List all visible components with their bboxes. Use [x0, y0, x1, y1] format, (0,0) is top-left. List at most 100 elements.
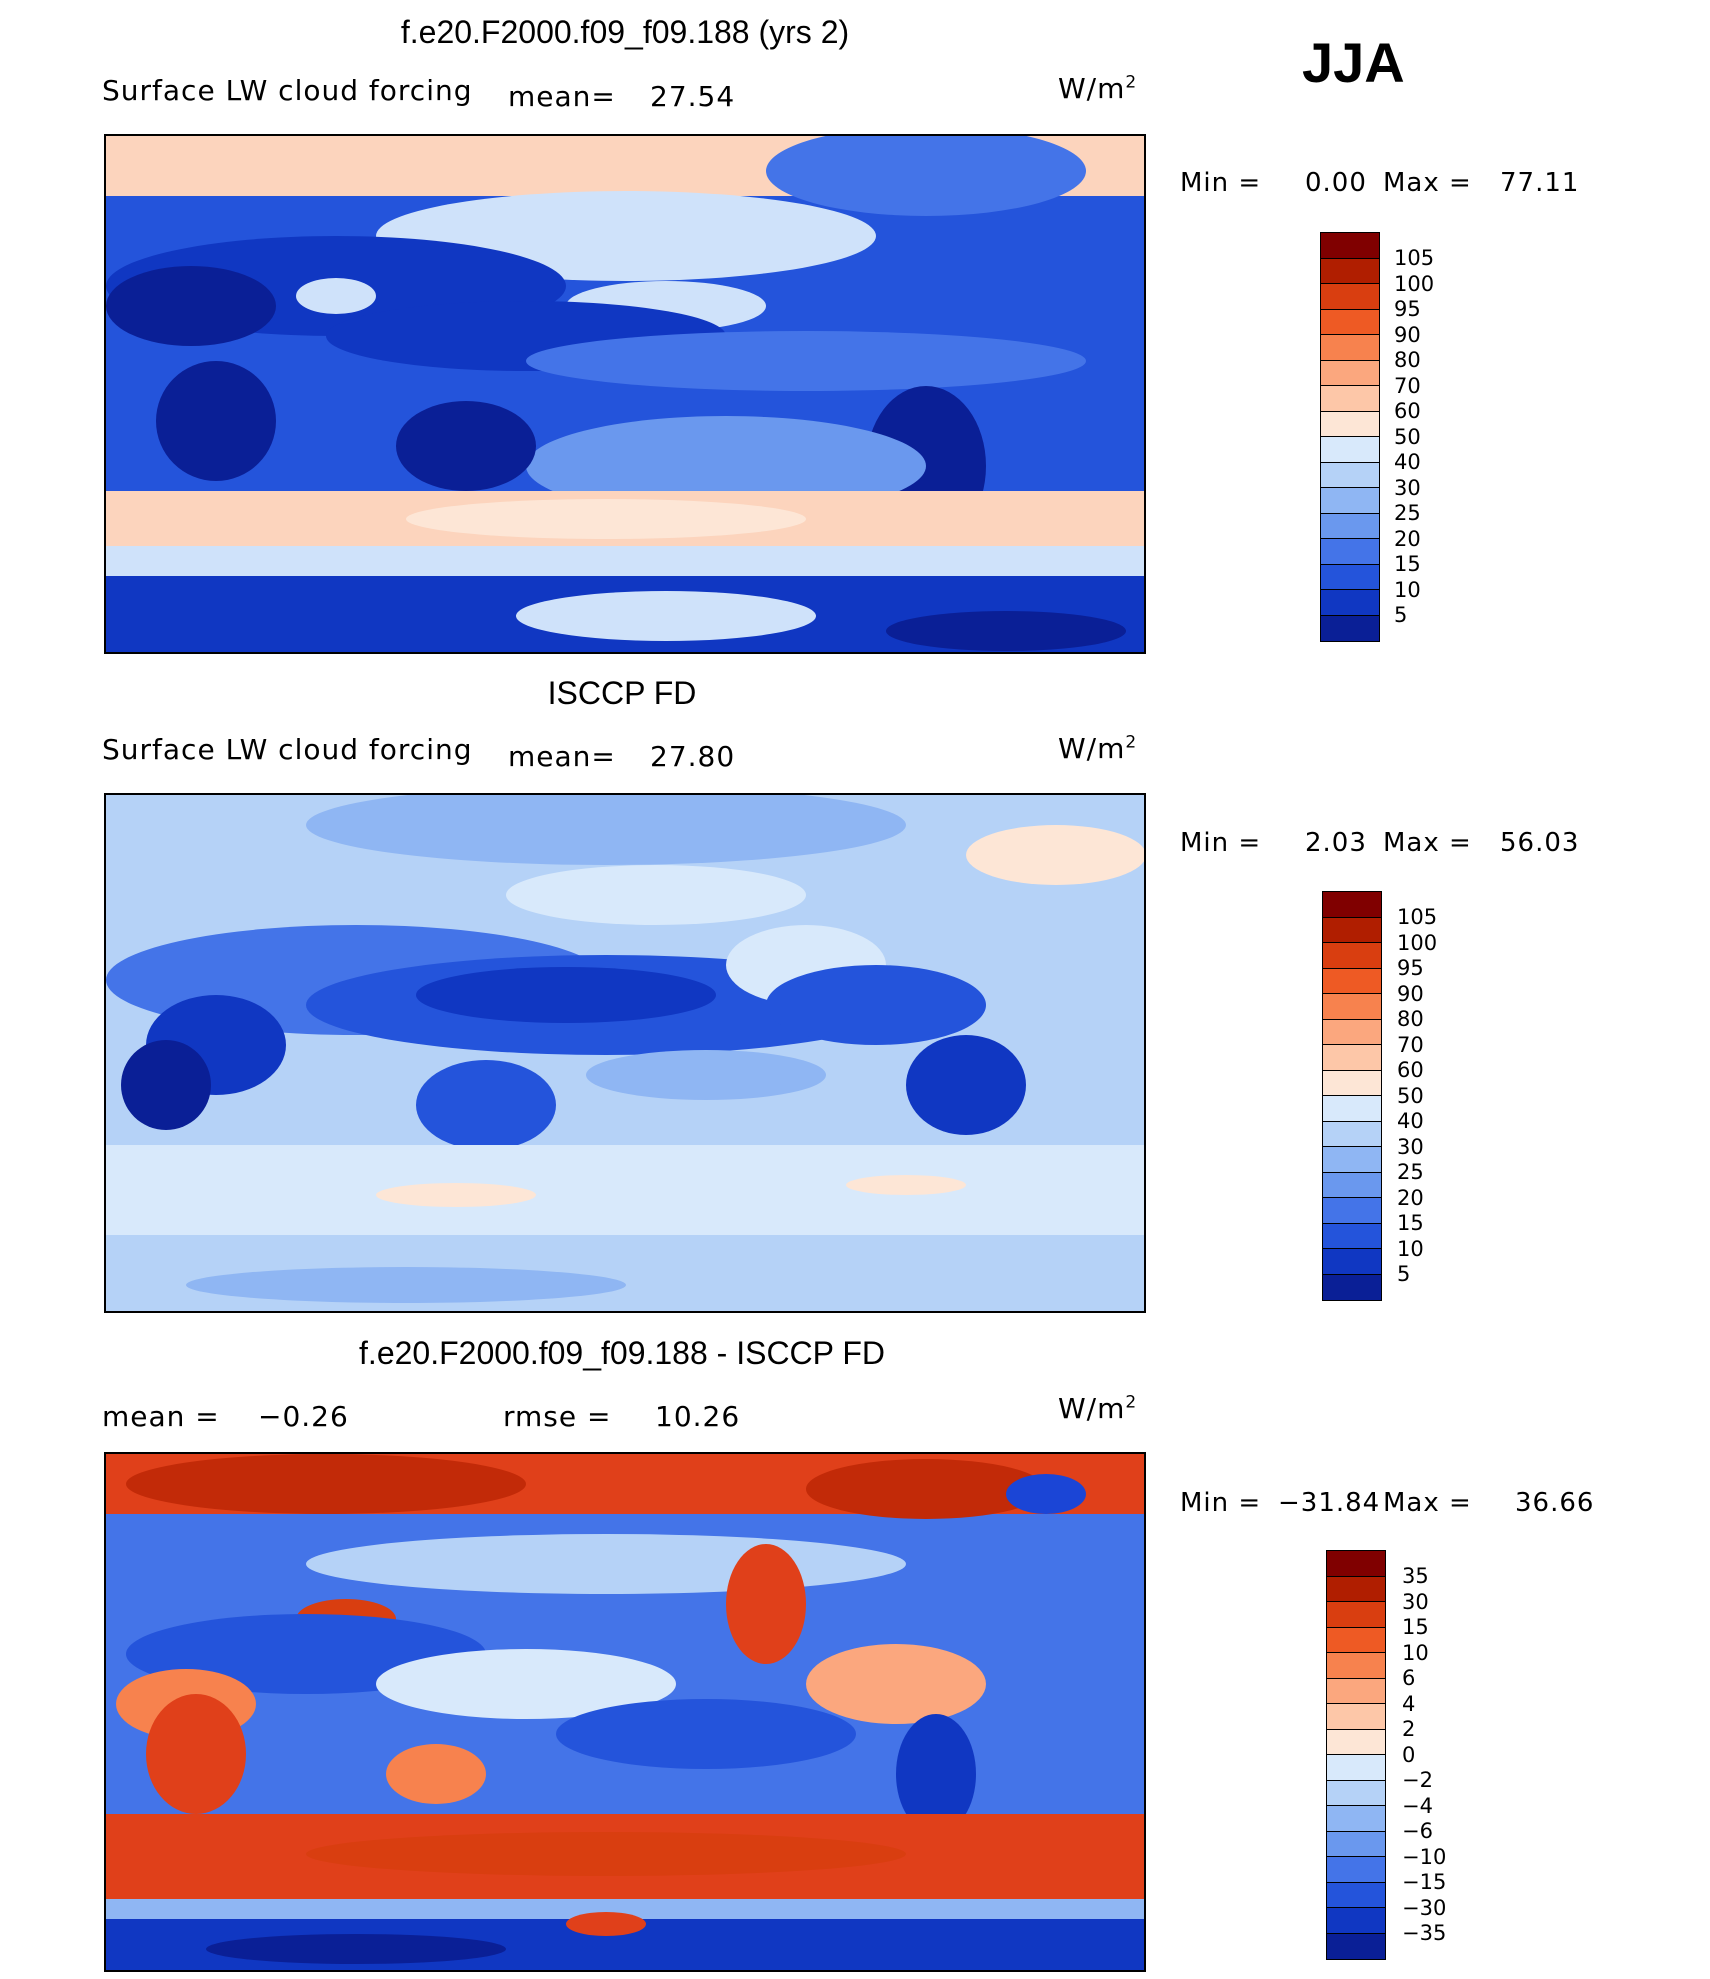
panel1-map-field: [106, 136, 1144, 652]
colorbar-swatch: [1323, 1172, 1381, 1198]
panel2-map-field: [106, 795, 1144, 1311]
panel3-colorbar-labels: 35 30 15 10 6 4 2 0 −2 −4 −6 −10 −15 −30 −35: [1402, 1564, 1446, 1947]
panel2-map: [104, 793, 1146, 1313]
panel1-map: [104, 134, 1146, 654]
panel1-max-value: 77.11: [1500, 168, 1580, 198]
panel3-title: f.e20.F2000.f09_f09.188 - ISCCP FD: [359, 1335, 885, 1371]
colorbar-swatch: [1321, 284, 1379, 310]
panel3-map-field: [106, 1454, 1144, 1970]
colorbar-swatch: [1321, 309, 1379, 335]
panel3-rmse-label: rmse =: [503, 1400, 612, 1433]
colorbar-swatch: [1323, 968, 1381, 994]
colorbar-swatch: [1321, 590, 1379, 616]
colorbar-tick-label: 80: [1397, 1007, 1424, 1031]
colorbar-tick-label: 95: [1397, 956, 1424, 980]
panel2-mean-label: mean=: [508, 740, 616, 773]
panel2-max-label: Max =: [1383, 828, 1472, 858]
colorbar-swatch: [1323, 1198, 1381, 1224]
panel2-unit: W/m2: [1058, 732, 1138, 765]
panel2-colorbar: [1322, 891, 1382, 1301]
colorbar-tick-label: 100: [1397, 930, 1438, 955]
colorbar-tick-label: 70: [1394, 373, 1421, 398]
colorbar-tick-label: 90: [1397, 981, 1424, 1006]
colorbar-swatch: [1323, 1121, 1381, 1147]
panel3-max-label: Max =: [1383, 1488, 1472, 1518]
panel2-max-value: 56.03: [1500, 828, 1580, 858]
colorbar-swatch: [1323, 1249, 1381, 1275]
colorbar-swatch: [1327, 1602, 1385, 1628]
panel1-min-label: Min =: [1180, 168, 1262, 198]
colorbar-tick-label: 0: [1402, 1742, 1416, 1767]
colorbar-tick-label: 50: [1397, 1083, 1424, 1108]
colorbar-swatch: [1321, 233, 1379, 259]
colorbar-tick-label: 80: [1394, 348, 1421, 372]
panel3-max-value: 36.66: [1515, 1488, 1595, 1518]
panel1-min-value: 0.00: [1305, 168, 1367, 198]
colorbar-tick-label: 105: [1397, 905, 1438, 929]
colorbar-swatch: [1323, 1045, 1381, 1071]
panel2-title: ISCCP FD: [547, 675, 697, 711]
panel3-mean-label: mean =: [102, 1400, 220, 1433]
colorbar-tick-label: 70: [1397, 1032, 1424, 1057]
colorbar-swatch: [1327, 1857, 1385, 1883]
colorbar-swatch: [1321, 437, 1379, 463]
colorbar-swatch: [1327, 1551, 1385, 1577]
colorbar-swatch: [1323, 892, 1381, 918]
colorbar-swatch: [1327, 1933, 1385, 1959]
colorbar-tick-label: 10: [1397, 1236, 1424, 1261]
colorbar-swatch: [1327, 1831, 1385, 1857]
colorbar-tick-label: 10: [1402, 1640, 1429, 1665]
colorbar-swatch: [1323, 1019, 1381, 1045]
colorbar-tick-label: 20: [1394, 526, 1421, 551]
colorbar-tick-label: −6: [1402, 1819, 1433, 1843]
colorbar-swatch: [1321, 258, 1379, 284]
colorbar-swatch: [1323, 1147, 1381, 1173]
colorbar-tick-label: 15: [1394, 552, 1421, 576]
colorbar-swatch: [1321, 564, 1379, 590]
colorbar-swatch: [1321, 462, 1379, 488]
panel3-rmse-value: 10.26: [655, 1400, 741, 1433]
panel3-mean-value: −0.26: [258, 1400, 349, 1433]
colorbar-swatch: [1327, 1882, 1385, 1908]
colorbar-swatch: [1327, 1653, 1385, 1679]
colorbar-tick-label: 90: [1394, 322, 1421, 347]
colorbar-swatch: [1327, 1678, 1385, 1704]
colorbar-tick-label: 30: [1397, 1134, 1424, 1159]
panel1-title: f.e20.F2000.f09_f09.188 (yrs 2): [400, 14, 850, 50]
colorbar-swatch: [1327, 1755, 1385, 1781]
colorbar-tick-label: −15: [1402, 1870, 1447, 1894]
colorbar-tick-label: 105: [1394, 246, 1435, 270]
panel1-unit: W/m2: [1058, 72, 1138, 105]
panel3-map: [104, 1452, 1146, 1972]
colorbar-tick-label: −35: [1402, 1921, 1447, 1945]
colorbar-swatch: [1327, 1704, 1385, 1730]
colorbar-tick-label: 15: [1402, 1615, 1429, 1639]
panel2-min-label: Min =: [1180, 828, 1262, 858]
colorbar-tick-label: −10: [1402, 1844, 1447, 1869]
colorbar-swatch: [1327, 1780, 1385, 1806]
season-label: JJA: [1302, 31, 1405, 94]
colorbar-tick-label: 2: [1402, 1717, 1416, 1741]
colorbar-swatch: [1327, 1576, 1385, 1602]
colorbar-swatch: [1321, 539, 1379, 565]
colorbar-tick-label: 60: [1394, 399, 1421, 423]
panel1-colorbar-labels: 105 100 95 90 80 70 60 50 40 30 25 20 15 10 5: [1394, 246, 1434, 629]
colorbar-tick-label: 5: [1397, 1262, 1411, 1286]
colorbar-swatch: [1327, 1729, 1385, 1755]
panel1-mean-value: 27.54: [650, 80, 736, 113]
colorbar-tick-label: 35: [1402, 1564, 1429, 1588]
panel2-colorbar-labels: 105 100 95 90 80 70 60 50 40 30 25 20 15 10 5: [1397, 905, 1437, 1288]
colorbar-tick-label: −30: [1402, 1895, 1447, 1920]
colorbar-tick-label: 5: [1394, 603, 1408, 627]
colorbar-tick-label: 20: [1397, 1185, 1424, 1210]
colorbar-swatch: [1323, 994, 1381, 1020]
panel1-colorbar: [1320, 232, 1380, 642]
colorbar-swatch: [1323, 1223, 1381, 1249]
colorbar-tick-label: 40: [1397, 1109, 1424, 1133]
colorbar-tick-label: 4: [1402, 1691, 1416, 1716]
colorbar-swatch: [1323, 1274, 1381, 1300]
colorbar-tick-label: 30: [1394, 475, 1421, 500]
colorbar-tick-label: 6: [1402, 1666, 1416, 1690]
panel1-max-label: Max =: [1383, 168, 1472, 198]
colorbar-tick-label: 95: [1394, 297, 1421, 321]
